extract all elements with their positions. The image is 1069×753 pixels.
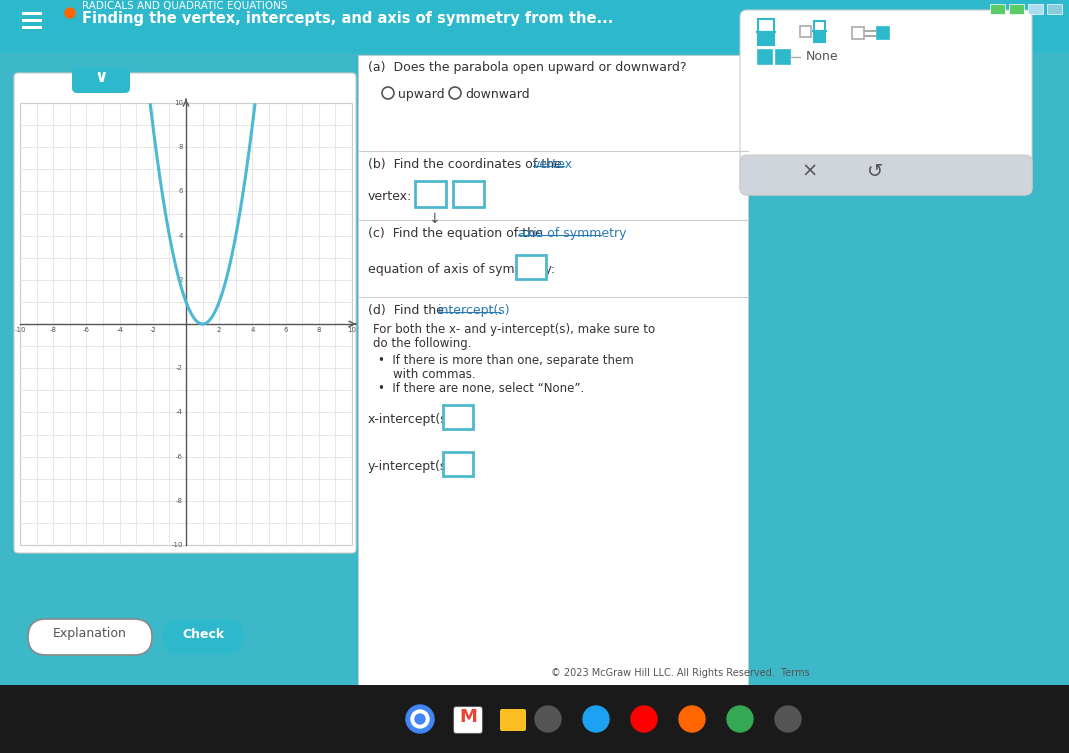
Bar [20, 103, 352, 545]
Text: 2: 2 [179, 277, 183, 283]
Text: ∨: ∨ [94, 68, 108, 86]
Bar [22, 12, 42, 15]
Text: © 2023 McGraw Hill LLC. All Rights Reserved.  Terms: © 2023 McGraw Hill LLC. All Rights Reser… [551, 668, 809, 678]
Text: ×: × [802, 161, 818, 181]
Text: -10: -10 [14, 327, 26, 333]
Text: vertex: vertex [533, 158, 573, 171]
Text: (b)  Find the coordinates of the: (b) Find the coordinates of the [368, 158, 566, 171]
Text: ↓: ↓ [429, 212, 439, 226]
Text: -8: -8 [49, 327, 57, 333]
Text: -8: -8 [176, 498, 183, 504]
Circle shape [406, 705, 434, 733]
Text: -4: -4 [117, 327, 123, 333]
Text: •  If there is more than one, separate them: • If there is more than one, separate th… [378, 354, 634, 367]
Text: y-intercept(s):: y-intercept(s): [368, 460, 456, 473]
FancyBboxPatch shape [740, 10, 1032, 195]
Circle shape [415, 714, 425, 724]
Bar [877, 27, 889, 39]
Text: vertex:: vertex: [368, 190, 413, 203]
Text: 2: 2 [217, 327, 221, 333]
Text: intercept(s): intercept(s) [438, 304, 511, 317]
Text: For both the x- and y-intercept(s), make sure to: For both the x- and y-intercept(s), make… [373, 323, 655, 336]
Text: -6: -6 [176, 453, 183, 459]
Bar [22, 26, 42, 29]
Text: -4: -4 [176, 410, 183, 416]
Text: downward: downward [465, 88, 529, 101]
Circle shape [727, 706, 753, 732]
Text: (a)  Does the parabola open upward or downward?: (a) Does the parabola open upward or dow… [368, 61, 686, 74]
Bar [22, 19, 42, 22]
Text: upward: upward [398, 88, 445, 101]
Circle shape [631, 706, 657, 732]
Text: -6: -6 [83, 327, 90, 333]
Bar [0, 685, 1069, 753]
Text: (c)  Find the equation of the: (c) Find the equation of the [368, 227, 546, 240]
Bar [776, 50, 790, 64]
Text: Explanation: Explanation [53, 627, 127, 641]
FancyBboxPatch shape [454, 707, 482, 733]
Text: 8: 8 [316, 327, 321, 333]
Bar [990, 4, 1005, 14]
Bar [1009, 4, 1024, 14]
Bar [758, 19, 774, 32]
Text: 6: 6 [179, 188, 183, 194]
Text: with commas.: with commas. [378, 368, 476, 381]
FancyBboxPatch shape [162, 619, 244, 655]
FancyBboxPatch shape [72, 67, 130, 93]
Bar [453, 181, 484, 207]
Text: Finding the vertex, intercepts, and axis of symmetry from the...: Finding the vertex, intercepts, and axis… [82, 11, 614, 26]
Circle shape [583, 706, 609, 732]
Text: 8: 8 [179, 145, 183, 150]
Circle shape [65, 8, 75, 18]
Text: (d)  Find the: (d) Find the [368, 304, 448, 317]
Text: 4: 4 [250, 327, 254, 333]
Bar [443, 405, 472, 429]
Bar [814, 21, 825, 31]
Bar [814, 32, 825, 42]
Text: -10: -10 [171, 542, 183, 548]
Bar [800, 26, 811, 37]
Text: 4: 4 [179, 233, 183, 239]
Text: None: None [806, 50, 838, 63]
Text: 10: 10 [347, 327, 356, 333]
Bar [358, 55, 748, 685]
Bar [516, 255, 546, 279]
FancyBboxPatch shape [500, 709, 526, 731]
Bar [1028, 4, 1043, 14]
Bar [1047, 4, 1062, 14]
Text: RADICALS AND QUADRATIC EQUATIONS: RADICALS AND QUADRATIC EQUATIONS [82, 1, 288, 11]
Bar [852, 27, 864, 39]
Bar [758, 32, 774, 45]
Text: equation of axis of symmetry:: equation of axis of symmetry: [368, 263, 555, 276]
FancyBboxPatch shape [28, 619, 152, 655]
Circle shape [775, 706, 801, 732]
Circle shape [534, 706, 561, 732]
Text: x-intercept(s):: x-intercept(s): [368, 413, 456, 426]
Circle shape [679, 706, 704, 732]
Bar [0, 0, 1069, 53]
Bar [758, 50, 772, 64]
Text: ↺: ↺ [867, 161, 883, 181]
Text: do the following.: do the following. [373, 337, 471, 350]
Text: •  If there are none, select “None”.: • If there are none, select “None”. [378, 382, 585, 395]
Bar [415, 181, 446, 207]
FancyBboxPatch shape [740, 155, 1032, 195]
Text: Check: Check [182, 627, 224, 641]
Text: M: M [459, 708, 477, 726]
Text: -2: -2 [176, 365, 183, 371]
Text: 10: 10 [174, 100, 183, 106]
Text: -2: -2 [150, 327, 156, 333]
Text: 6: 6 [283, 327, 288, 333]
Text: axis of symmetry: axis of symmetry [518, 227, 626, 240]
Circle shape [410, 710, 429, 728]
Bar [443, 452, 472, 476]
FancyBboxPatch shape [14, 73, 356, 553]
